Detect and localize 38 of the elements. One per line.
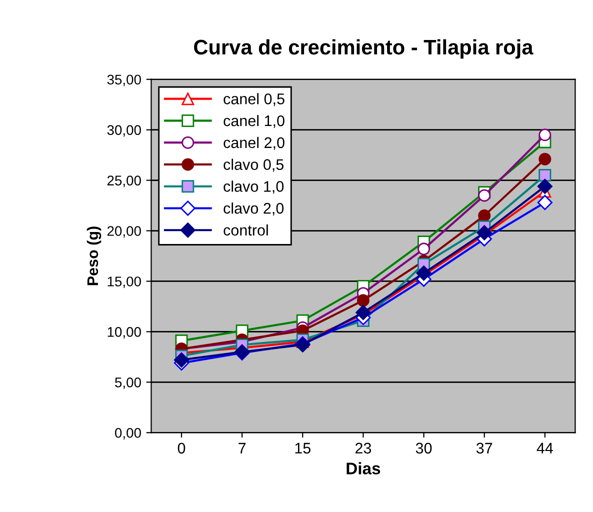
y-tick-label: 20,00 bbox=[107, 226, 141, 238]
x-axis-title: Dias bbox=[346, 462, 380, 474]
legend-label: canel 0,5 bbox=[224, 93, 284, 106]
point bbox=[174, 352, 190, 368]
y-tick-label: 30,00 bbox=[107, 125, 141, 137]
x-tick-label: 44 bbox=[536, 442, 553, 454]
point bbox=[476, 225, 492, 240]
y-tick-label: 35,00 bbox=[107, 74, 141, 86]
x-tick-label: 15 bbox=[295, 442, 310, 454]
point bbox=[478, 209, 491, 222]
y-tick-label: 5,00 bbox=[115, 378, 141, 389]
y-tick-label: 25,00 bbox=[107, 176, 141, 188]
legend-label: control bbox=[224, 224, 268, 236]
x-tick-label: 37 bbox=[476, 442, 492, 454]
point bbox=[356, 304, 371, 320]
legend-label: canel 2,0 bbox=[224, 136, 284, 150]
chart-title: Curva de crecimiento - Tilapia roja bbox=[194, 39, 534, 59]
y-tick-label: 15,00 bbox=[108, 276, 141, 288]
y-tick-label: 0,00 bbox=[115, 428, 141, 440]
point bbox=[538, 152, 552, 166]
point bbox=[537, 194, 552, 210]
point bbox=[478, 189, 491, 202]
x-tick-label: 23 bbox=[355, 442, 372, 454]
legend-label: canel 1,0 bbox=[224, 114, 284, 128]
point bbox=[356, 294, 370, 307]
x-tick-label: 0 bbox=[178, 442, 186, 454]
y-axis-title: Peso (g) bbox=[86, 226, 102, 286]
point bbox=[418, 242, 430, 256]
point bbox=[538, 169, 552, 182]
y-tick-label: 10,00 bbox=[108, 327, 141, 339]
point bbox=[416, 266, 432, 281]
x-tick-label: 7 bbox=[238, 442, 246, 454]
point bbox=[538, 128, 552, 142]
legend-label: clavo 0,5 bbox=[224, 158, 284, 172]
point bbox=[537, 178, 552, 194]
x-tick-label: 30 bbox=[416, 442, 432, 454]
legend-label: clavo 1,0 bbox=[224, 180, 284, 194]
legend-label: clavo 2,0 bbox=[224, 202, 284, 216]
